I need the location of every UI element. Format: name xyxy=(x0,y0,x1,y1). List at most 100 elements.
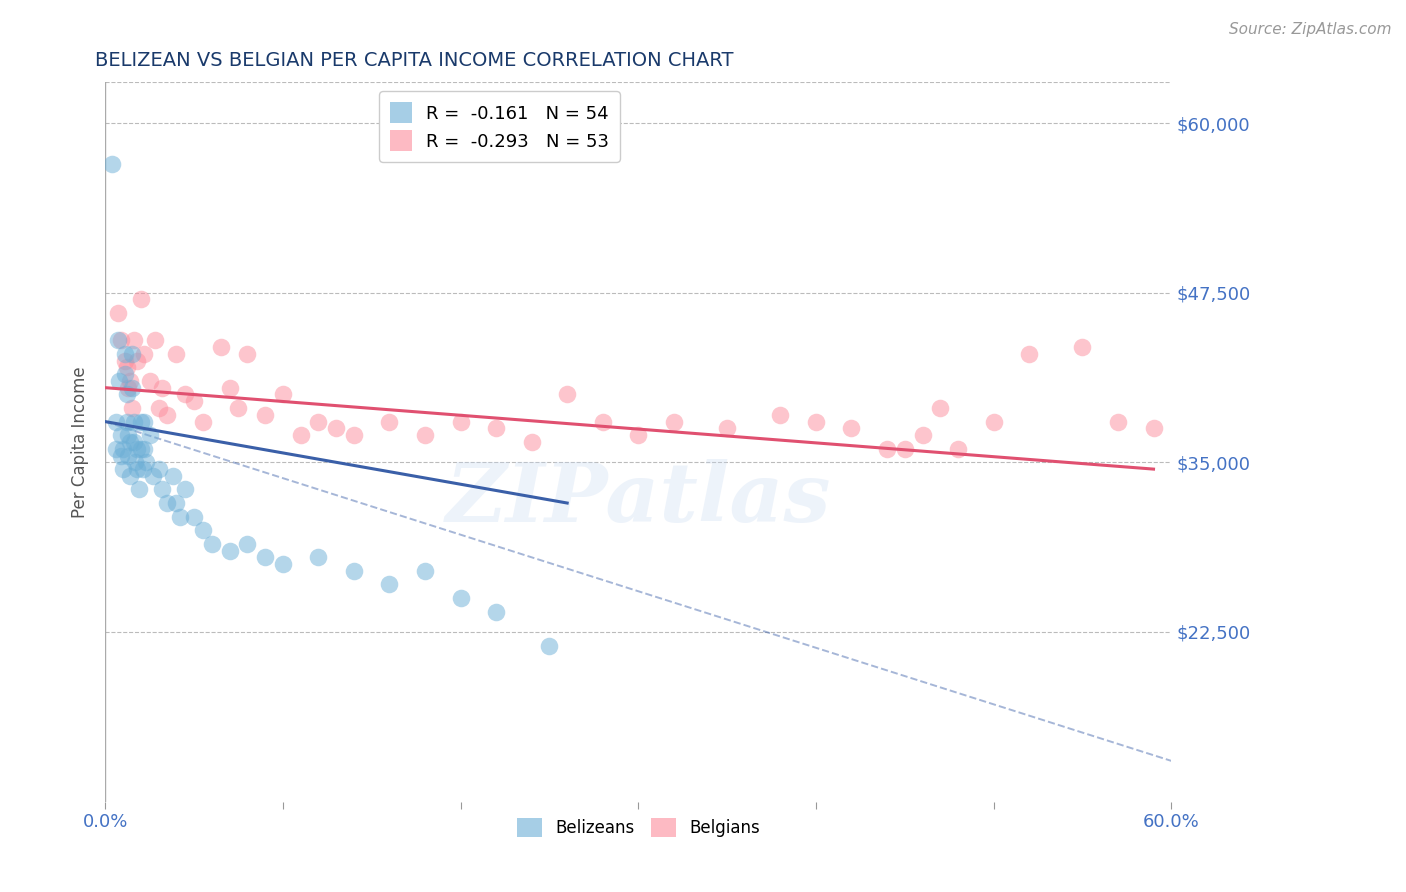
Point xyxy=(129,415,152,429)
Point xyxy=(111,442,134,456)
Point xyxy=(413,564,436,578)
Point xyxy=(148,401,170,415)
Point xyxy=(627,428,650,442)
Point xyxy=(127,462,149,476)
Point xyxy=(1018,347,1040,361)
Point xyxy=(228,401,250,415)
Point xyxy=(131,462,153,476)
Point xyxy=(662,415,685,429)
Point xyxy=(450,591,472,605)
Point xyxy=(983,415,1005,429)
Point xyxy=(121,347,143,361)
Point xyxy=(841,421,863,435)
Point xyxy=(134,442,156,456)
Point xyxy=(254,408,277,422)
Legend: Belizeans, Belgians: Belizeans, Belgians xyxy=(510,811,766,844)
Point xyxy=(156,496,179,510)
Point xyxy=(129,442,152,456)
Point xyxy=(183,394,205,409)
Point xyxy=(138,374,160,388)
Point xyxy=(110,449,132,463)
Point xyxy=(121,381,143,395)
Point xyxy=(307,415,329,429)
Point xyxy=(115,360,138,375)
Point xyxy=(450,415,472,429)
Point xyxy=(191,523,214,537)
Point xyxy=(115,415,138,429)
Point xyxy=(117,381,139,395)
Point xyxy=(117,449,139,463)
Point xyxy=(142,469,165,483)
Point xyxy=(307,550,329,565)
Point xyxy=(1142,421,1164,435)
Point xyxy=(555,387,578,401)
Point xyxy=(120,434,142,449)
Point xyxy=(127,442,149,456)
Point xyxy=(127,353,149,368)
Text: ZIPatlas: ZIPatlas xyxy=(446,459,831,540)
Point xyxy=(378,415,401,429)
Point xyxy=(1071,340,1094,354)
Point xyxy=(156,408,179,422)
Point xyxy=(236,347,259,361)
Point xyxy=(117,428,139,442)
Point xyxy=(911,428,934,442)
Point xyxy=(876,442,898,456)
Point xyxy=(929,401,952,415)
Point xyxy=(218,381,240,395)
Point xyxy=(343,564,366,578)
Point xyxy=(120,469,142,483)
Y-axis label: Per Capita Income: Per Capita Income xyxy=(72,366,89,517)
Point xyxy=(148,462,170,476)
Point xyxy=(122,333,145,347)
Point xyxy=(378,577,401,591)
Point xyxy=(592,415,614,429)
Point xyxy=(104,442,127,456)
Point xyxy=(343,428,366,442)
Point xyxy=(254,550,277,565)
Point xyxy=(236,537,259,551)
Point xyxy=(538,639,561,653)
Point xyxy=(150,483,173,497)
Text: Source: ZipAtlas.com: Source: ZipAtlas.com xyxy=(1229,22,1392,37)
Point xyxy=(894,442,917,456)
Point xyxy=(716,421,738,435)
Point xyxy=(107,333,129,347)
Point xyxy=(150,381,173,395)
Point xyxy=(135,455,157,469)
Point xyxy=(218,543,240,558)
Text: BELIZEAN VS BELGIAN PER CAPITA INCOME CORRELATION CHART: BELIZEAN VS BELGIAN PER CAPITA INCOME CO… xyxy=(94,51,733,70)
Point xyxy=(114,347,136,361)
Point xyxy=(134,347,156,361)
Point xyxy=(485,421,508,435)
Point xyxy=(122,415,145,429)
Point xyxy=(769,408,792,422)
Point xyxy=(946,442,969,456)
Point xyxy=(325,421,347,435)
Point xyxy=(108,374,131,388)
Point xyxy=(191,415,214,429)
Point xyxy=(183,509,205,524)
Point xyxy=(124,455,146,469)
Point xyxy=(165,347,187,361)
Point xyxy=(121,401,143,415)
Point xyxy=(134,415,156,429)
Point xyxy=(128,483,150,497)
Point xyxy=(110,428,132,442)
Point xyxy=(101,157,124,171)
Point xyxy=(104,415,127,429)
Point xyxy=(107,306,129,320)
Point xyxy=(110,333,132,347)
Point xyxy=(165,496,187,510)
Point xyxy=(1107,415,1129,429)
Point xyxy=(114,353,136,368)
Point xyxy=(122,434,145,449)
Point xyxy=(174,483,197,497)
Point xyxy=(162,469,184,483)
Point xyxy=(143,333,166,347)
Point xyxy=(138,428,160,442)
Point xyxy=(271,557,294,571)
Point xyxy=(520,434,543,449)
Point xyxy=(169,509,191,524)
Point xyxy=(174,387,197,401)
